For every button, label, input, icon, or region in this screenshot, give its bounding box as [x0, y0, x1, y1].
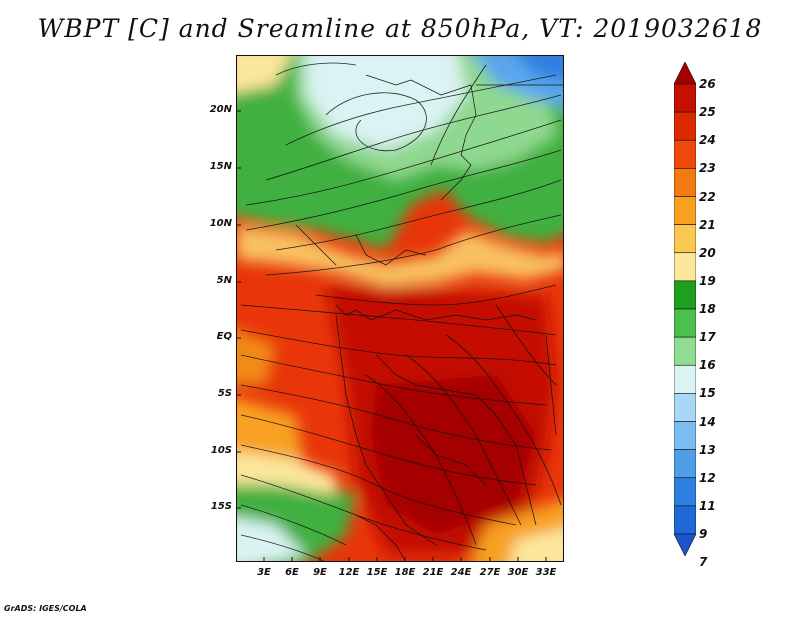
colorbar-segment — [674, 393, 696, 422]
colorbar-label: 24 — [699, 133, 716, 148]
lon-label-21e: 21E — [422, 567, 444, 578]
lat-label-10s: 10S — [210, 445, 232, 456]
colorbar-label: 12 — [699, 470, 716, 485]
colorbar-segment — [674, 196, 696, 225]
colorbar-label: 23 — [699, 161, 716, 176]
colorbar-segment — [674, 280, 696, 310]
temperature-field — [236, 55, 564, 562]
colorbar-segment — [674, 336, 696, 366]
colorbar-label: 26 — [699, 77, 716, 91]
colorbar-label: 25 — [699, 105, 716, 120]
wbpt-streamline-map — [236, 55, 564, 562]
colorbar-label: 14 — [699, 414, 716, 429]
colorbar-label: 9 — [699, 527, 708, 541]
grads-credit: GrADS: IGES/COLA — [4, 604, 87, 613]
colorbar-segment — [674, 308, 696, 338]
colorbar-segment — [674, 139, 696, 169]
colorbar-label: 15 — [699, 386, 716, 401]
colorbar-label: 18 — [699, 302, 716, 316]
colorbar-label: 16 — [699, 358, 716, 373]
colorbar-label: 22 — [699, 189, 716, 204]
lon-label-30e: 30E — [507, 567, 529, 578]
lat-label-5s: 5S — [217, 388, 232, 399]
colorbar-segment — [674, 252, 696, 282]
map-title: WBPT [C] and Sreamline at 850hPa, VT: 20… — [37, 14, 763, 43]
axis-tickmarks — [236, 110, 547, 562]
lon-label-27e: 27E — [479, 567, 501, 578]
colorbar-label: 20 — [699, 245, 716, 260]
colorbar-label: 21 — [699, 217, 716, 232]
lon-label-9e: 9E — [313, 567, 327, 578]
colorbar-segment — [674, 505, 696, 535]
lat-label-5n: 5N — [216, 275, 232, 286]
country-borders — [295, 74, 564, 562]
lon-label-18e: 18E — [394, 567, 416, 578]
lat-label-10n: 10N — [209, 218, 232, 229]
colorbar-segment — [674, 168, 696, 197]
colorbar-bottom-arrow — [674, 533, 696, 556]
lat-label-eq: EQ — [216, 331, 232, 342]
lat-label-15s: 15S — [210, 501, 232, 512]
lon-label-15e: 15E — [366, 567, 388, 578]
lon-label-3e: 3E — [257, 567, 271, 578]
colorbar-segment — [674, 111, 696, 141]
colorbar-segment — [674, 449, 696, 479]
colorbar-top-arrow — [674, 62, 696, 85]
colorbar-segment — [674, 421, 696, 450]
colorbar-label: 13 — [699, 442, 716, 457]
lon-label-33e: 33E — [535, 567, 557, 578]
lon-label-24e: 24E — [450, 567, 472, 578]
colorbar-segment — [674, 83, 696, 113]
lon-label-12e: 12E — [338, 567, 360, 578]
colorbar-label: 19 — [699, 273, 716, 288]
map-frame — [236, 55, 564, 562]
colorbar-segment — [674, 477, 696, 507]
colorbar-label: 11 — [699, 498, 716, 513]
lat-label-15n: 15N — [209, 161, 232, 172]
colorbar-label: 7 — [699, 555, 708, 570]
lat-label-20n: 20N — [209, 104, 232, 115]
colorbar — [674, 62, 696, 556]
colorbar-segment — [674, 364, 696, 394]
lon-label-6e: 6E — [285, 567, 299, 578]
colorbar-label: 17 — [699, 330, 716, 345]
colorbar-segment — [674, 224, 696, 254]
